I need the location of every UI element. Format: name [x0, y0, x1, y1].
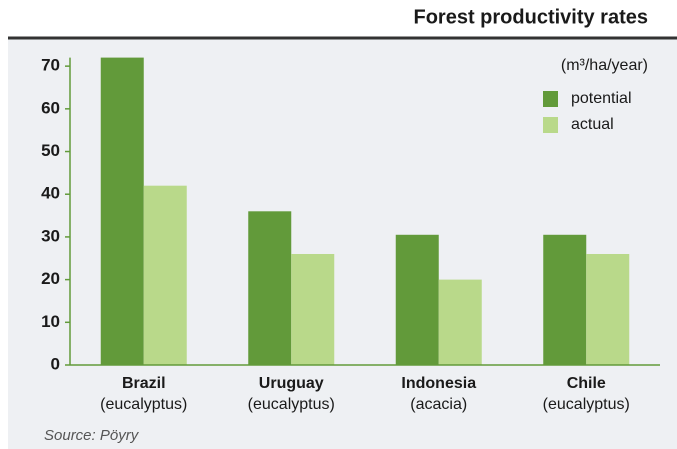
legend-label: potential — [571, 90, 632, 107]
x-tick-label: Indonesia — [401, 375, 476, 392]
legend-swatch — [543, 117, 558, 133]
legend-swatch — [543, 91, 558, 107]
y-tick-label: 30 — [41, 226, 60, 245]
y-tick-label: 0 — [51, 354, 60, 373]
legend-label: actual — [571, 116, 614, 133]
y-tick-label: 20 — [41, 269, 60, 288]
unit-label: (m³/ha/year) — [561, 57, 648, 74]
bar — [291, 253, 335, 365]
bar — [438, 279, 482, 365]
bar — [586, 253, 630, 365]
bar — [543, 234, 587, 365]
x-tick-sublabel: (acacia) — [410, 396, 467, 413]
y-tick-label: 50 — [41, 141, 60, 160]
y-tick-label: 70 — [41, 56, 60, 75]
x-tick-label: Chile — [567, 375, 606, 392]
chart-title: Forest productivity rates — [413, 6, 648, 28]
y-tick-label: 60 — [41, 98, 60, 117]
y-tick-label: 10 — [41, 312, 60, 331]
x-tick-sublabel: (eucalyptus) — [248, 396, 335, 413]
bar — [143, 185, 187, 365]
y-tick-label: 40 — [41, 184, 60, 203]
bar — [395, 234, 439, 365]
source: Source: Pöyry — [44, 427, 140, 444]
bar — [100, 57, 144, 365]
x-tick-label: Brazil — [122, 375, 166, 392]
x-tick-label: Uruguay — [259, 375, 324, 392]
x-tick-sublabel: (eucalyptus) — [100, 396, 187, 413]
x-tick-sublabel: (eucalyptus) — [543, 396, 630, 413]
bar — [248, 211, 292, 365]
